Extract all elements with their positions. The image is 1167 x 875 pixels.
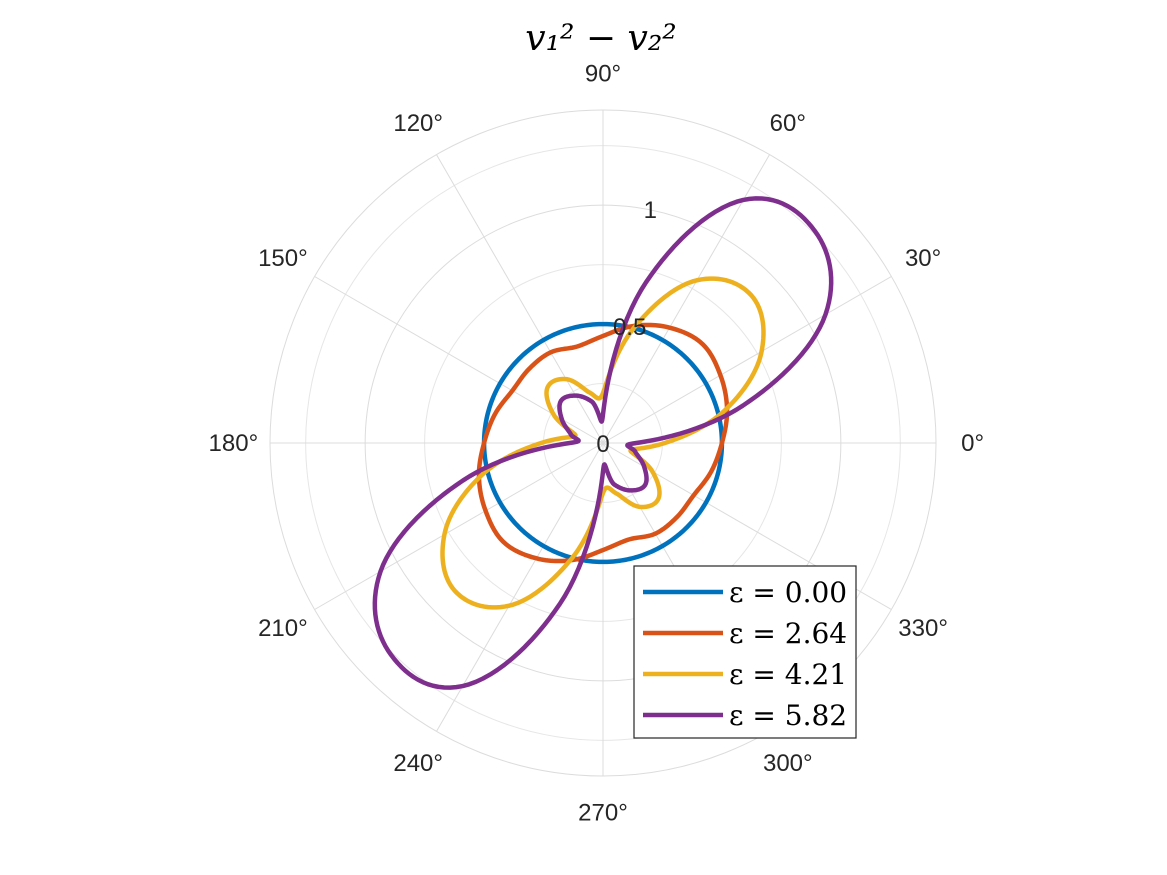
series-line-1 [476, 322, 730, 564]
radial-tick-label: 0.5 [613, 314, 646, 341]
series-line-2 [440, 276, 766, 610]
legend-label-3: ε = 5.82 [729, 699, 847, 732]
theta-tick-label: 150° [258, 245, 308, 272]
legend-label-0: ε = 0.00 [729, 576, 847, 609]
chart-title: v₁² − v₂² [525, 18, 676, 59]
theta-tick-label: 300° [763, 750, 813, 777]
radial-tick-label: 0 [596, 431, 609, 458]
legend-box [633, 565, 857, 739]
theta-tick-label: 90° [585, 60, 621, 87]
theta-tick-label: 120° [393, 110, 443, 137]
legend: ε = 0.00 ε = 2.64 ε = 4.21 ε = 5.82 [633, 565, 857, 739]
theta-tick-label: 60° [770, 110, 806, 137]
angular-grid-spoke [314, 442, 604, 610]
theta-tick-label: 180° [209, 430, 259, 457]
tick-labels: 0° 30° 60° 90° 120° 150° 180° 210° 240° 270° 300° 3… [209, 60, 985, 826]
legend-label-1: ε = 2.64 [729, 617, 847, 650]
legend-label-2: ε = 4.21 [729, 658, 847, 691]
series-group [372, 196, 834, 690]
theta-tick-label: 210° [258, 615, 308, 642]
theta-tick-label: 270° [578, 800, 628, 827]
radial-tick-label: 1 [644, 197, 657, 224]
theta-tick-label: 240° [393, 750, 443, 777]
angular-grid-spoke [436, 154, 604, 444]
theta-tick-label: 330° [898, 615, 948, 642]
theta-tick-label: 30° [905, 245, 941, 272]
theta-tick-label: 0° [961, 430, 984, 457]
angular-grid-spoke [602, 276, 892, 444]
series-line-3 [372, 196, 834, 690]
